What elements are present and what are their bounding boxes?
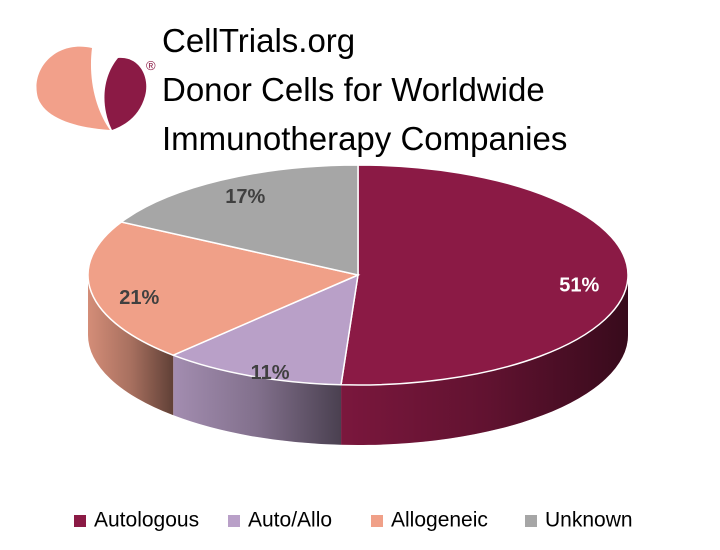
logo-mark: ®: [146, 58, 156, 73]
chart-title: Donor Cells for Worldwide: [162, 71, 545, 108]
legend-swatch: [74, 515, 86, 527]
side-shade: [341, 275, 628, 445]
legend-label: Autologous: [94, 509, 199, 532]
side-shade: [88, 275, 174, 416]
data-label: 17%: [225, 186, 265, 208]
chart-title: CellTrials.org: [162, 22, 355, 59]
legend-swatch: [525, 515, 537, 527]
chart-title: Immunotherapy Companies: [162, 120, 567, 157]
data-label: 21%: [119, 287, 159, 309]
legend-label: Auto/Allo: [248, 509, 332, 532]
side-shade: [173, 355, 342, 445]
data-label: 51%: [559, 274, 599, 296]
logo: ®: [36, 46, 156, 131]
logo-drop-right: [104, 57, 147, 131]
slice: [119, 164, 359, 276]
slice: [87, 221, 361, 356]
legend-swatch: [228, 515, 240, 527]
logo-drop-left: [36, 46, 111, 130]
legend: Autologous Auto/Allo Allogeneic Unknown: [74, 509, 633, 532]
slice: [340, 164, 629, 386]
legend-swatch: [371, 515, 383, 527]
data-label: 11%: [251, 362, 290, 384]
legend-label: Unknown: [545, 509, 633, 532]
pie: 51% 11% 21% 17%: [87, 164, 629, 445]
slice: [171, 273, 359, 386]
legend-label: Allogeneic: [391, 509, 488, 532]
